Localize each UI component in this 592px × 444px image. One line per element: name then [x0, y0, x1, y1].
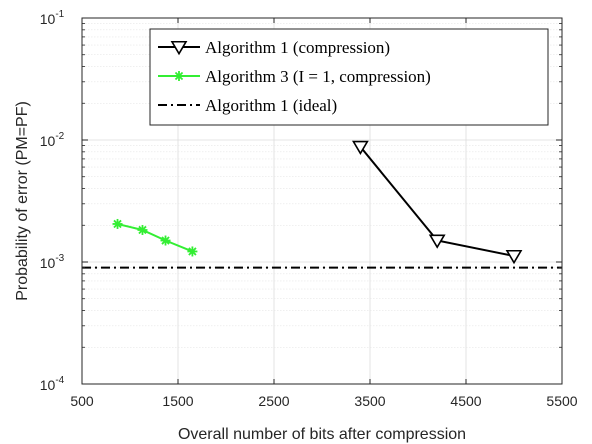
y-tick-exponent: -2 — [55, 131, 64, 142]
y-tick-base: 10 — [40, 11, 56, 27]
legend-label: Algorithm 1 (compression) — [205, 38, 390, 57]
x-tick-label: 2500 — [258, 393, 289, 409]
y-tick-base: 10 — [40, 377, 56, 393]
y-tick-exponent: -1 — [55, 9, 64, 20]
y-tick-exponent: -3 — [55, 253, 64, 264]
legend-label: Algorithm 1 (ideal) — [205, 96, 337, 115]
y-tick-label: 10-1 — [40, 9, 65, 27]
y-tick-base: 10 — [40, 133, 56, 149]
y-tick-base: 10 — [40, 255, 56, 271]
legend: Algorithm 1 (compression) Algorithm 3 (I … — [150, 29, 548, 125]
asterisk-marker — [113, 219, 123, 229]
asterisk-marker — [161, 236, 171, 246]
y-tick-label: 10-2 — [40, 131, 65, 149]
asterisk-marker — [187, 246, 197, 256]
y-tick-label: 10-3 — [40, 253, 65, 271]
x-axis-label: Overall number of bits after compression — [178, 426, 466, 443]
legend-label: Algorithm 3 (I = 1, compression) — [205, 67, 431, 86]
asterisk-marker — [174, 71, 184, 81]
x-tick-label: 3500 — [354, 393, 385, 409]
y-tick-label: 10-4 — [40, 375, 65, 393]
x-tick-label: 4500 — [450, 393, 481, 409]
x-tick-label: 5500 — [546, 393, 577, 409]
y-tick-exponent: -4 — [55, 375, 64, 386]
y-axis-label: Probability of error (PM=PF) — [14, 101, 31, 301]
x-tick-label: 500 — [70, 393, 94, 409]
x-tick-label: 1500 — [162, 393, 193, 409]
asterisk-marker — [137, 225, 147, 235]
